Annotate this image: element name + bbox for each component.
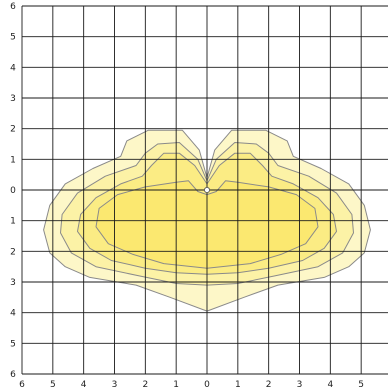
x-tick-label: 6 (19, 380, 25, 390)
y-tick-label: 2 (10, 247, 16, 257)
center-marker-group (203, 186, 211, 194)
y-tick-label: 1 (10, 155, 16, 165)
x-tick-label: 0 (204, 380, 210, 390)
x-tick-label: 3 (297, 380, 303, 390)
y-tick-label: 1 (10, 217, 16, 227)
y-tick-label: 6 (10, 370, 16, 380)
x-tick-label: 5 (50, 380, 56, 390)
x-tick-label: 2 (142, 380, 148, 390)
grid-lines (21, 5, 388, 375)
y-tick-label: 2 (10, 125, 16, 135)
y-tick-label: 5 (10, 339, 16, 349)
y-axis-tick-labels: 6 5 4 3 2 1 0 1 2 3 4 5 6 (10, 2, 16, 380)
x-tick-label: 1 (173, 380, 179, 390)
x-tick-label: 2 (266, 380, 272, 390)
x-tick-label: 3 (112, 380, 118, 390)
x-tick-label: 4 (81, 380, 87, 390)
y-tick-label: 0 (10, 186, 16, 196)
y-tick-label: 5 (10, 33, 16, 43)
y-tick-label: 6 (10, 2, 16, 12)
y-tick-label: 4 (10, 309, 16, 319)
y-tick-label: 4 (10, 63, 16, 73)
center-marker (203, 186, 211, 194)
x-tick-label: 1 (235, 380, 241, 390)
x-tick-label: 5 (358, 380, 364, 390)
y-tick-label: 3 (10, 94, 16, 104)
x-tick-label: 4 (327, 380, 333, 390)
y-tick-label: 3 (10, 278, 16, 288)
